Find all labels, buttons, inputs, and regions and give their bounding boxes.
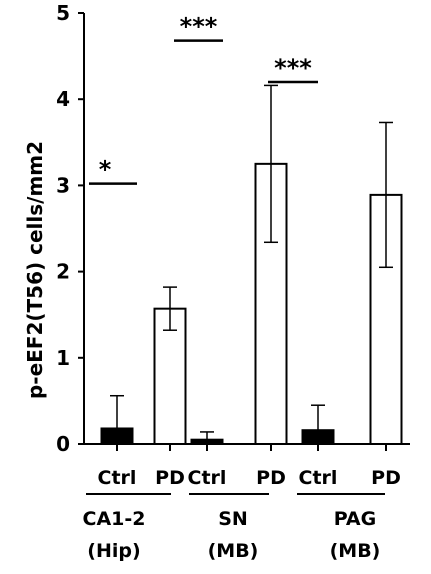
group-sublabel: (Hip) [87, 540, 140, 562]
significance-marker: *** [274, 54, 312, 82]
group-label: SN [218, 508, 248, 530]
y-axis-label: p-eEF2(T56) cells/mm2 [23, 141, 47, 399]
category-label: Ctrl [188, 467, 227, 489]
y-tick-label: 5 [56, 1, 70, 25]
category-label: PD [155, 467, 185, 489]
category-label: Ctrl [299, 467, 338, 489]
group-sublabel: (MB) [208, 540, 259, 562]
group-sublabel: (MB) [330, 540, 381, 562]
group-label: CA1-2 [83, 508, 146, 530]
category-label: Ctrl [98, 467, 137, 489]
y-tick-label: 3 [56, 173, 70, 197]
y-tick-label: 0 [56, 432, 70, 456]
y-tick-label: 2 [56, 260, 70, 284]
significance-marker: * [99, 156, 112, 184]
y-tick-label: 1 [56, 346, 70, 370]
category-label: PD [371, 467, 401, 489]
category-label: PD [256, 467, 286, 489]
group-label: PAG [334, 508, 376, 530]
y-tick-label: 4 [56, 87, 70, 111]
significance-marker: *** [180, 13, 218, 41]
